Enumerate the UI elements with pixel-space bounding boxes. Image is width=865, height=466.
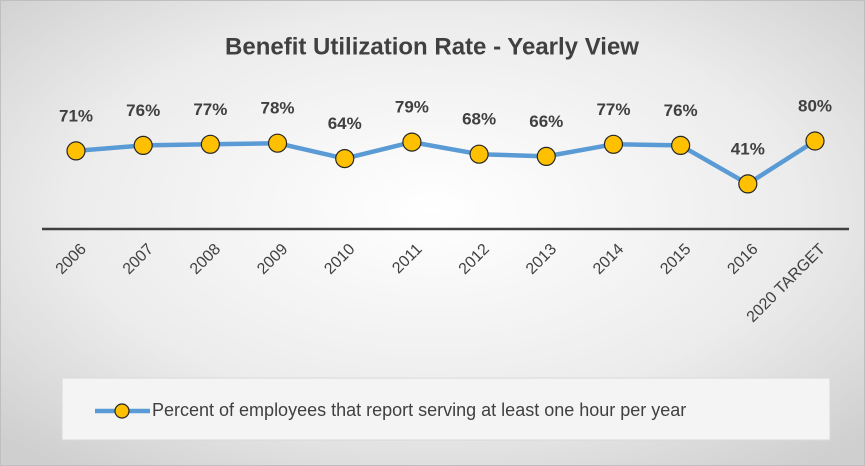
data-point — [133, 135, 153, 155]
chart-title: Benefit Utilization Rate - Yearly View — [225, 33, 639, 60]
data-label: 71% — [59, 106, 93, 125]
data-label: 77% — [596, 100, 630, 119]
data-point — [536, 146, 556, 166]
data-label: 76% — [664, 101, 698, 120]
data-label: 80% — [798, 96, 832, 115]
legend-marker — [114, 403, 130, 419]
series-line — [75, 139, 817, 187]
data-point — [469, 144, 489, 164]
legend-box — [61, 377, 831, 441]
legend-label: Percent of employees that report serving… — [152, 400, 686, 420]
data-point — [603, 134, 624, 154]
data-point — [738, 174, 758, 194]
data-label: 68% — [462, 110, 496, 129]
data-label: 41% — [731, 139, 765, 158]
data-point — [671, 135, 691, 155]
data-label: 79% — [395, 98, 429, 117]
data-point — [66, 141, 86, 161]
data-label: 77% — [193, 100, 227, 119]
data-point — [402, 132, 422, 152]
data-label: 78% — [261, 99, 295, 118]
data-label: 64% — [328, 114, 362, 133]
data-label: 76% — [126, 101, 160, 120]
data-point — [200, 134, 220, 154]
data-label: 66% — [529, 112, 563, 131]
data-point — [335, 149, 355, 169]
data-point — [267, 133, 288, 153]
data-point — [805, 131, 825, 151]
